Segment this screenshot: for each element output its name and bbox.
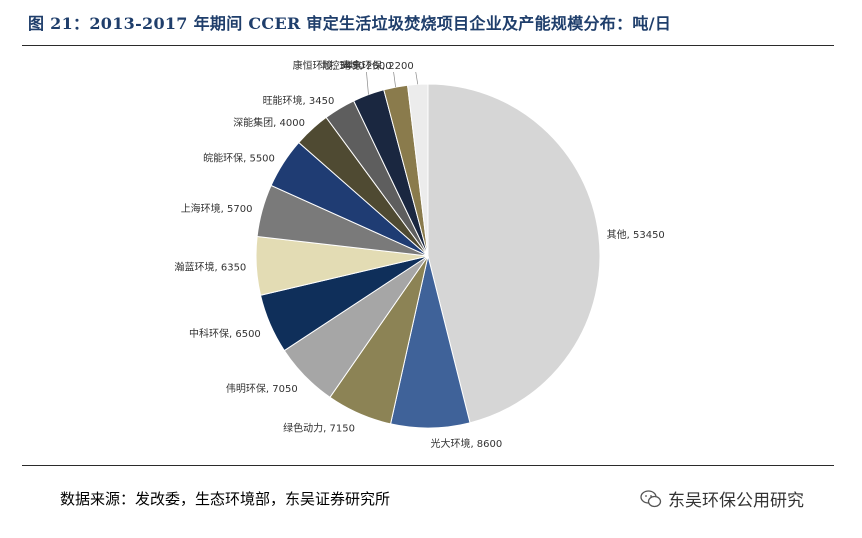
slice-label: 瀚蓝环境, 6350 <box>174 261 246 274</box>
slice-label: 旺能环境, 3450 <box>263 94 335 107</box>
leader-line <box>393 71 396 88</box>
slice-label: 粤丰环保, 2200 <box>342 59 414 72</box>
source-note: 数据来源：发改委，生态环境部，东吴证券研究所 <box>60 490 391 508</box>
slice-label: 深能集团, 4000 <box>233 116 305 129</box>
watermark-text: 东吴环保公用研究 <box>668 491 804 511</box>
slice-label: 其他, 53450 <box>607 228 665 241</box>
wechat-icon <box>640 489 662 507</box>
watermark: 东吴环保公用研究 <box>640 486 804 511</box>
slice-label: 光大环境, 8600 <box>430 437 502 450</box>
pie-labels: 其他, 53450 光大环境, 8600 绿色动力, 7150 伟明环保, 7050 中… <box>174 59 664 450</box>
slice-label: 上海环境, 5700 <box>181 202 253 215</box>
figure-title: 图 21：2013-2017 年期间 CCER 审定生活垃圾焚烧项目企业及产能规… <box>28 14 672 33</box>
slice-label: 北控环境, 2600 <box>320 59 392 72</box>
pie-slices <box>255 83 601 429</box>
leader-line <box>366 71 369 95</box>
pie-slice <box>427 83 601 424</box>
slice-label: 伟明环保, 7050 <box>226 382 298 395</box>
slice-label: 皖能环保, 5500 <box>203 152 275 165</box>
bottom-rule <box>22 465 834 466</box>
top-rule <box>22 45 834 46</box>
leader-line <box>415 71 419 85</box>
slice-label: 绿色动力, 7150 <box>283 422 355 435</box>
slice-label: 康恒环境, 3450 <box>293 59 365 72</box>
slice-label: 中科环保, 6500 <box>189 327 261 340</box>
